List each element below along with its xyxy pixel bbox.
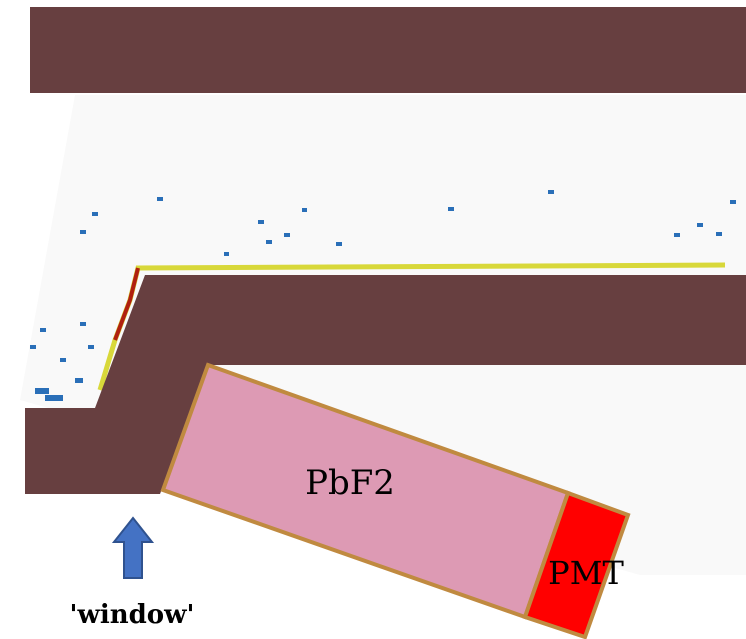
diagram: PbF2 PMT 'window' <box>0 0 746 639</box>
top-wall <box>30 7 746 93</box>
window-label: 'window' <box>70 600 195 630</box>
pmt-label: PMT <box>548 554 624 592</box>
crystal-label: PbF2 <box>305 463 395 503</box>
window-arrow <box>114 518 152 578</box>
